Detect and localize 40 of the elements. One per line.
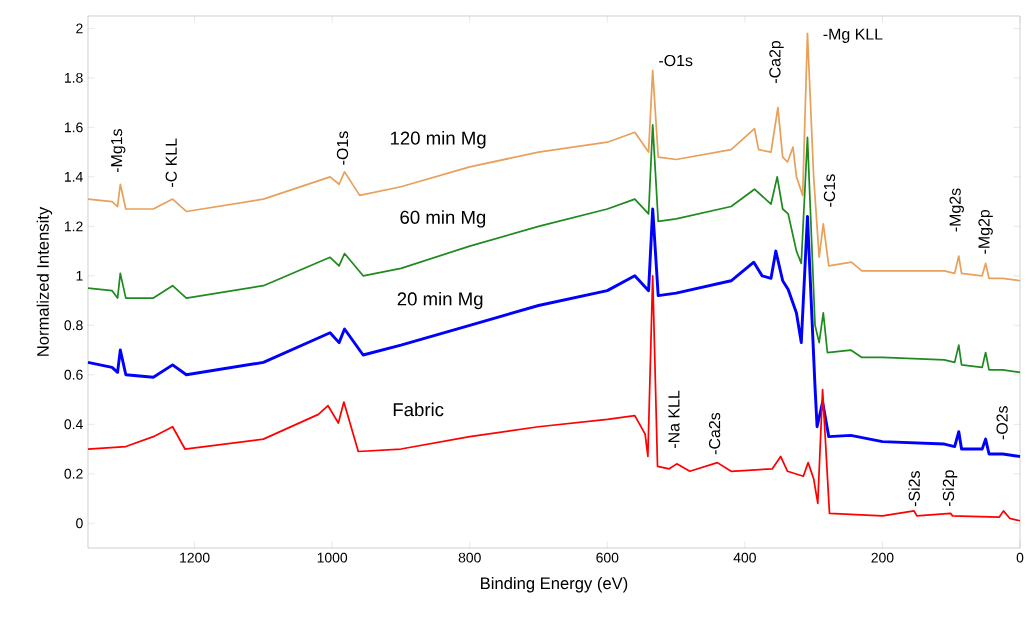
y-tick-label: 1.2 bbox=[64, 221, 83, 232]
annotation: -C1s bbox=[823, 174, 836, 207]
x-tick-label: 200 bbox=[871, 552, 894, 563]
y-tick-label: 0.2 bbox=[64, 468, 83, 479]
x-tick-label: 600 bbox=[596, 552, 619, 563]
annotation: -Mg KLL bbox=[823, 28, 883, 43]
annotation: -O2s bbox=[996, 406, 1008, 440]
y-tick-label: 0.8 bbox=[64, 320, 83, 331]
x-axis-title: Binding Energy (eV) bbox=[481, 576, 628, 593]
annotation: -Na KLL bbox=[668, 390, 680, 448]
y-tick-label: 1.6 bbox=[64, 122, 83, 133]
series-label: 20 min Mg bbox=[397, 291, 483, 310]
y-axis-title: Normalized Intensity bbox=[36, 206, 53, 356]
annotation: -Mg2p bbox=[978, 209, 993, 254]
line-series bbox=[87, 124, 1021, 374]
x-tick-label: 0 bbox=[1016, 552, 1024, 563]
x-tick-label: 800 bbox=[458, 552, 481, 563]
annotation: -Si2s bbox=[908, 471, 920, 507]
y-tick-label: 0.4 bbox=[64, 419, 83, 430]
y-tick-label: 2 bbox=[76, 23, 83, 34]
series-label: 120 min Mg bbox=[390, 131, 486, 149]
x-tick-label: 1200 bbox=[180, 552, 210, 563]
y-tick-label: 1.4 bbox=[64, 172, 83, 182]
annotation: -O1s bbox=[659, 54, 693, 67]
annotation: -Si2p bbox=[942, 470, 958, 507]
y-tick-label: 1 bbox=[76, 271, 83, 281]
annotation: -Ca2s bbox=[708, 412, 721, 455]
line-series bbox=[87, 274, 1021, 522]
annotation: -O1s bbox=[336, 131, 349, 165]
annotation: -Mg1s bbox=[111, 129, 126, 173]
x-tick-label: 400 bbox=[733, 552, 756, 563]
y-tick-label: 0 bbox=[76, 518, 83, 529]
x-tick-label: 1000 bbox=[317, 552, 348, 563]
annotation: -C KLL bbox=[165, 138, 177, 187]
annotation: -Mg2s bbox=[949, 188, 964, 232]
y-tick-label: 1.8 bbox=[64, 72, 83, 83]
annotation: -Ca2p bbox=[769, 40, 784, 83]
series-label: 60 min Mg bbox=[400, 210, 486, 228]
y-tick-label: 0.6 bbox=[64, 369, 83, 380]
series-label: Fabric bbox=[393, 402, 444, 417]
